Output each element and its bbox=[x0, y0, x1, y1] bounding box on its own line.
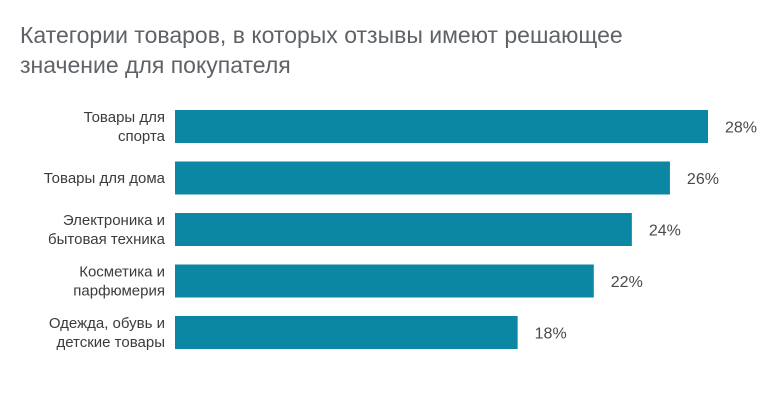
bar-4 bbox=[175, 264, 594, 298]
value-label-3: 24% bbox=[649, 223, 681, 240]
category-label-3: Электроника и бытовая техника bbox=[48, 212, 166, 248]
bar-1 bbox=[175, 110, 708, 143]
bar-3 bbox=[175, 213, 632, 246]
value-label-5: 18% bbox=[535, 326, 567, 343]
bar-2 bbox=[175, 161, 670, 195]
bar-5 bbox=[175, 316, 518, 349]
category-label-2: Товары для дома bbox=[44, 170, 166, 187]
chart-title: Категории товаров, в которых отзывы имею… bbox=[20, 22, 623, 78]
value-label-4: 22% bbox=[611, 274, 643, 291]
category-label-4: Косметика и парфюмерия bbox=[73, 264, 165, 300]
category-label-5: Одежда, обувь и детские товары bbox=[49, 315, 165, 351]
value-label-2: 26% bbox=[687, 171, 719, 188]
category-label-1: Товары для спорта bbox=[84, 109, 166, 145]
value-label-1: 28% bbox=[725, 120, 757, 137]
